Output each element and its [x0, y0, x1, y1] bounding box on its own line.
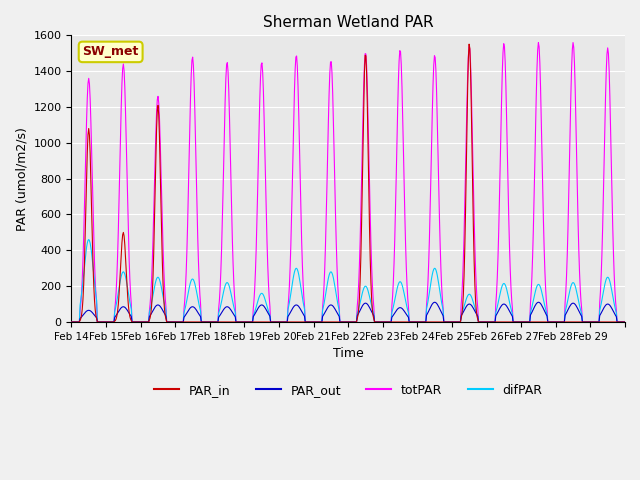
Y-axis label: PAR (umol/m2/s): PAR (umol/m2/s) [15, 127, 28, 230]
X-axis label: Time: Time [333, 347, 364, 360]
Title: Sherman Wetland PAR: Sherman Wetland PAR [263, 15, 433, 30]
Text: SW_met: SW_met [83, 46, 139, 59]
Legend: PAR_in, PAR_out, totPAR, difPAR: PAR_in, PAR_out, totPAR, difPAR [149, 379, 547, 402]
